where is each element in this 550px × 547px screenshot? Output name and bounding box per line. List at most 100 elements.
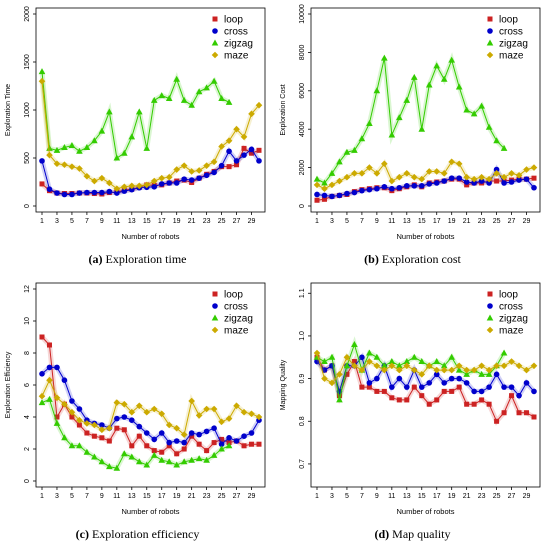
legend-label: maze — [224, 326, 249, 337]
data-point — [76, 406, 83, 412]
data-point — [425, 81, 433, 88]
data-point — [98, 458, 106, 465]
y-axis-label: Exploration Efficiency — [5, 351, 12, 418]
x-tick-label: 23 — [478, 493, 486, 500]
data-point — [121, 414, 128, 420]
data-point — [433, 358, 441, 365]
data-point — [151, 448, 157, 454]
data-point — [388, 358, 396, 365]
data-point — [494, 418, 500, 424]
data-point — [188, 177, 195, 183]
y-axis-label: Exploration Cost — [280, 84, 287, 135]
data-point — [523, 380, 530, 386]
data-point — [99, 422, 105, 428]
data-point — [46, 395, 53, 402]
legend-label: maze — [499, 326, 524, 337]
data-point — [501, 410, 507, 416]
data-point — [83, 420, 91, 427]
data-point — [463, 106, 470, 113]
y-tick-label: 1000 — [24, 102, 31, 118]
x-tick-label: 17 — [158, 218, 166, 225]
data-point — [203, 84, 210, 91]
data-point — [189, 433, 195, 439]
data-point — [351, 359, 357, 365]
data-point — [173, 75, 180, 82]
data-point — [328, 353, 336, 360]
data-point — [410, 73, 418, 80]
data-point — [203, 172, 210, 179]
data-point — [46, 376, 53, 384]
data-point — [158, 456, 166, 463]
data-point — [150, 96, 158, 103]
y-tick-label: 8000 — [299, 45, 306, 61]
data-point — [173, 424, 180, 432]
data-point — [114, 425, 120, 431]
data-point — [143, 181, 151, 189]
x-tick-label: 5 — [345, 493, 349, 500]
data-point — [241, 443, 247, 449]
data-point — [381, 388, 387, 394]
data-point — [195, 167, 203, 174]
data-point — [426, 181, 433, 187]
x-tick-label: 1 — [315, 218, 319, 225]
data-point — [531, 388, 537, 395]
x-axis-label: Number of robots — [397, 232, 455, 241]
y-tick-label: 2000 — [24, 6, 31, 22]
data-point — [344, 371, 350, 377]
data-point — [374, 375, 380, 382]
data-point — [114, 190, 120, 196]
data-point — [91, 421, 98, 429]
series-maze — [38, 77, 263, 193]
y-tick-label: 2 — [24, 447, 31, 451]
data-point — [68, 142, 76, 149]
data-point — [313, 349, 321, 357]
y-tick-label: 1500 — [24, 54, 31, 70]
legend-marker — [487, 16, 493, 22]
x-axis-label: Number of robots — [397, 507, 455, 516]
data-point — [225, 442, 233, 449]
y-axis-label: Exploration Time — [5, 84, 12, 136]
data-point — [165, 458, 173, 465]
data-point — [336, 192, 343, 199]
data-point — [46, 342, 52, 348]
data-point — [403, 96, 411, 103]
data-point — [359, 187, 365, 194]
x-tick-label: 21 — [188, 218, 196, 225]
data-point — [54, 414, 60, 420]
data-point — [196, 441, 202, 447]
data-point — [136, 433, 142, 439]
data-point — [53, 146, 61, 153]
plot-frame — [310, 282, 541, 488]
data-point — [256, 158, 262, 164]
data-point — [135, 402, 143, 410]
data-point — [128, 182, 136, 190]
data-point — [351, 189, 358, 196]
data-point — [314, 197, 320, 203]
data-point — [98, 127, 106, 134]
data-point — [173, 438, 180, 444]
data-point — [373, 170, 381, 177]
data-point — [53, 419, 61, 426]
y-tick-label: 0.9 — [299, 374, 306, 384]
data-point — [418, 183, 425, 189]
data-point — [374, 388, 380, 394]
data-point — [456, 175, 462, 181]
data-point — [418, 358, 426, 365]
data-point — [321, 367, 328, 373]
panel-map-quality: 0.7 0.8 0.9 1.0 1.1 1 3 5 7 9 11 13 15 17 19 21 23 25 27 29… — [275, 275, 550, 547]
y-tick-label: 0 — [299, 204, 306, 208]
x-tick-label: 19 — [448, 493, 456, 500]
data-point — [150, 451, 158, 458]
data-point — [69, 398, 75, 404]
data-point — [180, 162, 188, 169]
data-point — [418, 125, 426, 132]
legend-marker — [212, 291, 218, 297]
data-point — [248, 430, 255, 436]
data-point — [219, 436, 225, 442]
x-tick-label: 19 — [173, 493, 181, 500]
data-point — [241, 433, 247, 439]
data-point — [463, 173, 470, 181]
data-point — [249, 150, 255, 156]
data-point — [531, 414, 537, 420]
data-point — [46, 186, 53, 192]
